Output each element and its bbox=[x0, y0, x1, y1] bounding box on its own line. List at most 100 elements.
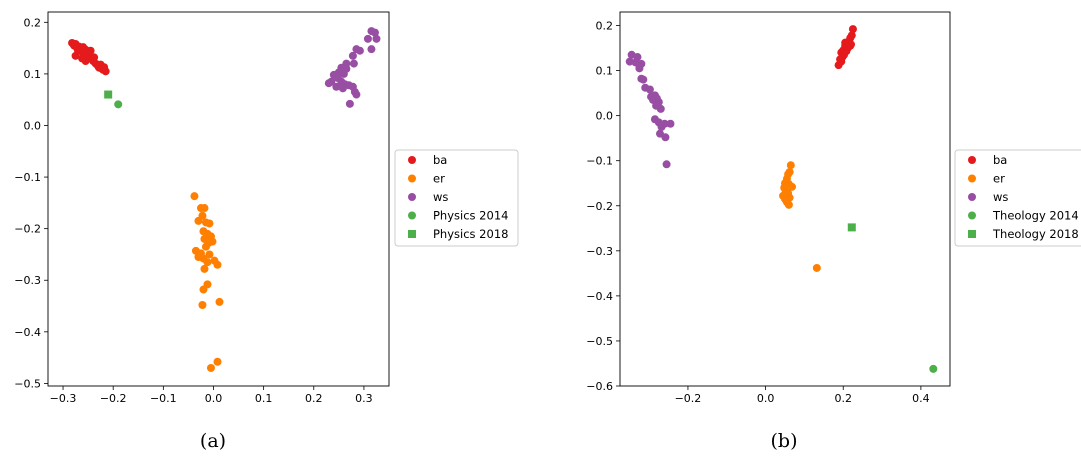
data-point bbox=[367, 45, 376, 54]
series-er bbox=[190, 192, 224, 372]
data-point bbox=[370, 28, 379, 37]
chart-panel-a: −0.3 −0.2 −0.1 0.0 0.1 0.2 0.3 0.2 0.1 0.0 −0.1 −0.… bbox=[14, 11, 519, 452]
data-point bbox=[190, 192, 199, 201]
data-point bbox=[86, 46, 95, 55]
series-ba bbox=[834, 25, 857, 70]
x-tick-label: 0.2 bbox=[305, 392, 323, 405]
legend-marker bbox=[408, 174, 416, 183]
x-tick-label: 0.2 bbox=[834, 392, 852, 405]
legend: ba er ws Theology 2014 Theology 2018 bbox=[954, 149, 1081, 247]
y-tick-label: −0.3 bbox=[14, 274, 41, 287]
data-point bbox=[352, 45, 361, 54]
data-point bbox=[349, 59, 358, 68]
data-point bbox=[834, 61, 843, 70]
y-tick-label: −0.5 bbox=[586, 335, 613, 348]
data-point bbox=[203, 258, 212, 267]
series-physics-2014 bbox=[114, 100, 123, 109]
x-tick-label: 0.4 bbox=[912, 392, 930, 405]
legend-marker bbox=[408, 211, 416, 220]
x-tick-label: 0.0 bbox=[757, 392, 775, 405]
x-tick-label: −0.2 bbox=[675, 392, 702, 405]
data-point bbox=[657, 122, 666, 131]
y-tick-label: −0.1 bbox=[586, 155, 613, 168]
y-tick-label: −0.1 bbox=[14, 171, 41, 184]
data-point bbox=[71, 51, 80, 60]
y-tick-label: −0.2 bbox=[586, 200, 613, 213]
data-point bbox=[205, 250, 214, 259]
y-tick-label: −0.6 bbox=[586, 380, 613, 393]
data-point bbox=[352, 90, 361, 99]
data-point bbox=[101, 67, 110, 76]
data-point bbox=[332, 82, 341, 91]
data-point bbox=[847, 223, 856, 232]
data-point bbox=[213, 357, 222, 366]
y-tick-label: 0.0 bbox=[24, 119, 42, 132]
data-point bbox=[215, 297, 224, 306]
legend-marker bbox=[968, 193, 976, 201]
legend-label: ws bbox=[993, 190, 1008, 204]
data-point bbox=[324, 79, 333, 88]
panel-caption: (a) bbox=[200, 430, 226, 452]
legend: ba er ws Physics 2014 Physics 2018 bbox=[394, 149, 519, 247]
series-er bbox=[779, 161, 821, 272]
data-point bbox=[206, 363, 215, 372]
data-point bbox=[787, 182, 796, 191]
data-point bbox=[812, 263, 821, 272]
data-point bbox=[848, 25, 857, 34]
series-theology-2018 bbox=[847, 223, 856, 232]
legend-label: Physics 2018 bbox=[433, 227, 508, 241]
legend-label: er bbox=[993, 172, 1005, 186]
legend-label: ba bbox=[993, 153, 1007, 167]
data-point bbox=[635, 64, 644, 73]
legend-marker bbox=[968, 156, 976, 164]
legend-label: ws bbox=[433, 190, 448, 204]
data-point bbox=[784, 200, 793, 209]
legend-marker bbox=[408, 193, 416, 201]
data-point bbox=[194, 216, 203, 225]
panel-caption: (b) bbox=[771, 430, 798, 452]
data-point bbox=[205, 219, 214, 228]
data-point bbox=[338, 84, 347, 93]
y-tick-label: 0.0 bbox=[596, 110, 614, 123]
data-point bbox=[625, 57, 634, 66]
data-point bbox=[645, 85, 654, 94]
data-point bbox=[339, 69, 348, 78]
y-tick-label: −0.5 bbox=[14, 377, 41, 390]
x-tick-label: −0.3 bbox=[50, 392, 77, 405]
data-point bbox=[661, 133, 670, 142]
series-theology-2014 bbox=[929, 364, 938, 373]
data-point bbox=[200, 204, 209, 213]
data-point bbox=[786, 161, 795, 170]
data-point bbox=[78, 54, 87, 63]
y-tick-label: 0.1 bbox=[596, 65, 614, 78]
y-tick-label: −0.3 bbox=[586, 245, 613, 258]
series-ba bbox=[68, 38, 110, 76]
chart-panel-b: −0.2 0.0 0.2 0.4 0.2 0.1 0.0 −0.1 −0.2 −0.3 −0.4 −0… bbox=[586, 11, 1081, 452]
data-point bbox=[213, 260, 222, 269]
y-tick-label: 0.2 bbox=[24, 16, 42, 29]
legend-label: Theology 2018 bbox=[992, 227, 1079, 241]
data-point bbox=[201, 242, 210, 251]
data-point bbox=[841, 38, 850, 47]
legend-marker bbox=[968, 174, 976, 183]
x-tick-label: −0.2 bbox=[100, 392, 127, 405]
legend-frame bbox=[394, 149, 519, 247]
y-tick-label: 0.1 bbox=[24, 68, 42, 81]
legend-marker bbox=[408, 230, 416, 238]
data-point bbox=[199, 285, 208, 294]
axes-frame bbox=[619, 11, 951, 387]
data-point bbox=[90, 53, 99, 62]
legend-marker bbox=[968, 211, 976, 220]
data-point bbox=[198, 301, 207, 310]
y-tick-label: −0.2 bbox=[14, 223, 41, 236]
data-point bbox=[372, 34, 381, 43]
legend-label: er bbox=[433, 172, 445, 186]
data-point bbox=[345, 99, 354, 108]
x-tick-label: 0.3 bbox=[355, 392, 373, 405]
x-tick-label: 0.1 bbox=[255, 392, 273, 405]
series-ws bbox=[625, 50, 675, 169]
y-tick-label: 0.2 bbox=[596, 20, 614, 33]
legend-frame bbox=[954, 149, 1081, 247]
legend-label: Physics 2014 bbox=[433, 209, 508, 223]
